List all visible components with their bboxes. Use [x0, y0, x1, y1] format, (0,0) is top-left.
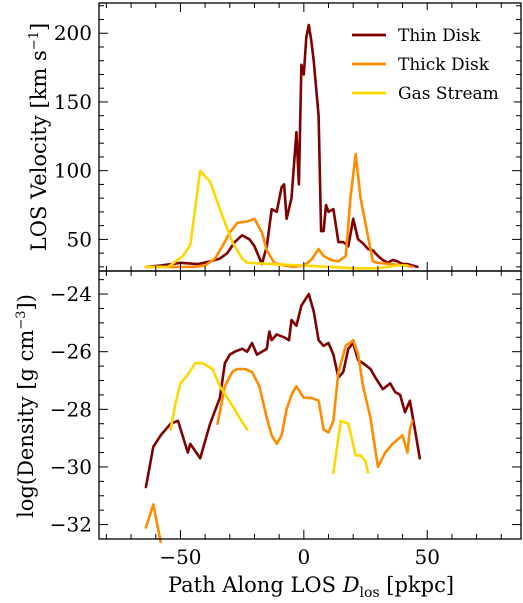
bottom-panel-series — [144, 292, 422, 544]
x-tick-label: 0 — [297, 545, 310, 569]
bottom-gas-stream-line-2 — [332, 419, 370, 475]
bottom-thick-disk-line-2 — [216, 338, 414, 469]
legend-thin-disk-label: Thin Disk — [398, 26, 481, 46]
bottom-y-tick-label: −26 — [50, 340, 92, 364]
bottom-gas-stream-line-1 — [169, 361, 249, 431]
top-thin-disk-line — [144, 23, 419, 269]
top-gas-stream-line — [144, 169, 409, 270]
bottom-y-tick-label: −24 — [50, 282, 92, 306]
bottom-y-axis-label: log(Density [g cm−3]) — [14, 294, 38, 518]
top-panel-ticks: 50 100 150 200 — [54, 3, 521, 271]
x-axis-label: Path Along LOS Dlos [pkpc] — [168, 573, 454, 601]
bottom-panel: −32 −30 −28 −26 −24 −50 0 50 log(Density [g cm−… — [14, 270, 522, 601]
bottom-thin-disk-line — [144, 292, 422, 489]
legend: Thin Disk Thick Disk Gas Stream — [330, 10, 514, 108]
bottom-y-tick-label: −28 — [50, 397, 92, 421]
top-y-tick-label: 100 — [54, 159, 92, 183]
top-y-axis-label: LOS Velocity [km s−1] — [27, 23, 51, 251]
x-tick-label: −50 — [159, 545, 201, 569]
bottom-y-tick-label: −30 — [50, 455, 92, 479]
bottom-thick-disk-line-1 — [144, 503, 162, 544]
bottom-panel-frame — [98, 270, 522, 540]
bottom-y-tick-label: −32 — [50, 513, 92, 537]
top-y-tick-label: 50 — [67, 227, 92, 251]
top-panel-series — [144, 23, 419, 270]
x-tick-label: 50 — [414, 545, 439, 569]
top-y-tick-label: 150 — [54, 90, 92, 114]
legend-gas-stream-label: Gas Stream — [398, 84, 499, 104]
bottom-panel-ticks: −32 −30 −28 −26 −24 −50 0 50 — [50, 271, 521, 569]
legend-thick-disk-label: Thick Disk — [398, 55, 490, 75]
top-panel: 50 100 150 200 LOS Velocity [km s−1] Thin D… — [27, 2, 522, 272]
top-y-tick-label: 200 — [54, 21, 92, 45]
